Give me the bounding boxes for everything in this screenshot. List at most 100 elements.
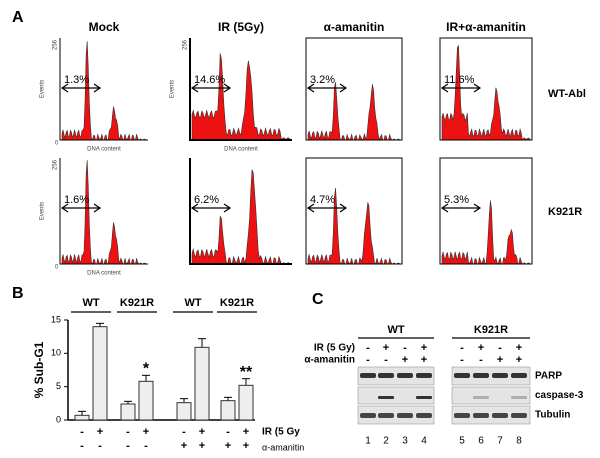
row-label: IR (5 Gy) [314, 343, 355, 354]
ir-sign: - [182, 426, 186, 438]
amanitin-sign: + [402, 354, 408, 366]
amanitin-sign: + [225, 440, 231, 452]
band [454, 373, 470, 378]
blot [451, 405, 531, 425]
band [397, 373, 413, 378]
plot-frame [439, 157, 533, 265]
percentage: 1.6% [64, 194, 89, 206]
histogram [307, 82, 401, 142]
ir-sign: - [403, 342, 407, 354]
lane-number: 6 [478, 436, 484, 447]
amanitin-sign: + [421, 354, 427, 366]
arrow [190, 83, 232, 93]
column-header: α-amanitin [324, 20, 385, 34]
tick-label: 256 [53, 39, 59, 50]
band [511, 396, 527, 399]
ir-sign: - [498, 342, 502, 354]
column-header: IR+α-amanitin [446, 20, 526, 34]
bar [92, 326, 108, 421]
axis-label: DNA content [87, 271, 121, 277]
arrow [306, 203, 348, 213]
arrow [60, 83, 102, 93]
band [454, 413, 470, 418]
bar [194, 346, 210, 421]
panel-label: A [12, 9, 24, 26]
amanitin-sign: + [497, 354, 503, 366]
axis [189, 38, 292, 141]
band [416, 396, 432, 399]
percentage: 6.2% [194, 194, 219, 206]
bar [220, 400, 236, 421]
significance: * [143, 361, 150, 378]
percentage: 3.2% [310, 74, 335, 86]
axis-label: Events [40, 80, 46, 98]
row-label: α-amanitin [262, 442, 304, 452]
group-label: K921R [120, 297, 154, 309]
percentage: 11.6% [444, 74, 475, 86]
bar [120, 403, 136, 421]
row-label: K921R [548, 206, 582, 218]
significance: ** [240, 364, 253, 381]
percentage: 1.3% [64, 74, 89, 86]
tick-label: 0 [55, 141, 59, 147]
y-axis-label: % Sub-G1 [32, 341, 46, 398]
arrow [440, 203, 482, 213]
panel-label: B [12, 285, 24, 302]
axis [189, 158, 292, 265]
blot [357, 405, 435, 425]
ir-sign: - [460, 342, 464, 354]
band [473, 373, 489, 378]
histogram [191, 53, 291, 141]
group-label: K921R [474, 324, 508, 336]
ir-sign: + [478, 342, 484, 354]
amanitin-sign: - [144, 440, 148, 452]
bar [138, 380, 154, 421]
plot-frame [305, 37, 403, 141]
ir-sign: - [366, 342, 370, 354]
blot [357, 386, 435, 405]
group-label: WT [387, 324, 404, 336]
band [378, 373, 394, 378]
blot [357, 366, 435, 386]
histogram [441, 44, 531, 141]
lane-number: 1 [365, 436, 371, 447]
amanitin-sign: + [199, 440, 205, 452]
band [492, 413, 508, 418]
axis [59, 158, 148, 265]
amanitin-sign: - [126, 440, 130, 452]
percentage: 4.7% [310, 194, 335, 206]
histogram [441, 200, 531, 265]
blot-label: Tubulin [535, 410, 570, 421]
bar [176, 402, 192, 421]
amanitin-sign: - [460, 354, 464, 366]
amanitin-sign: + [243, 440, 249, 452]
y-tick-label: 15 [51, 314, 61, 324]
lane-number: 2 [383, 436, 389, 447]
row-label: α-amanitin [304, 355, 355, 366]
axis [59, 38, 148, 141]
ir-sign: + [243, 426, 249, 438]
band [473, 413, 489, 418]
histogram [61, 41, 147, 141]
plot-frame [305, 157, 403, 265]
band [492, 373, 508, 378]
ir-sign: + [516, 342, 522, 354]
ir-sign: + [199, 426, 205, 438]
lane-number: 4 [421, 436, 427, 447]
lane-number: 8 [516, 436, 522, 447]
y-tick-label: 5 [56, 381, 61, 391]
ir-sign: + [97, 426, 103, 438]
blot [451, 366, 531, 386]
ir-sign: + [143, 426, 149, 438]
arrow [190, 203, 232, 213]
group-label: WT [184, 297, 201, 309]
amanitin-sign: - [80, 440, 84, 452]
amanitin-sign: - [384, 354, 388, 366]
ir-sign: - [80, 426, 84, 438]
axis-label: Events [40, 202, 46, 220]
histogram [191, 169, 291, 265]
band [473, 396, 489, 399]
axis-label: Events [170, 80, 176, 98]
band [360, 373, 376, 378]
